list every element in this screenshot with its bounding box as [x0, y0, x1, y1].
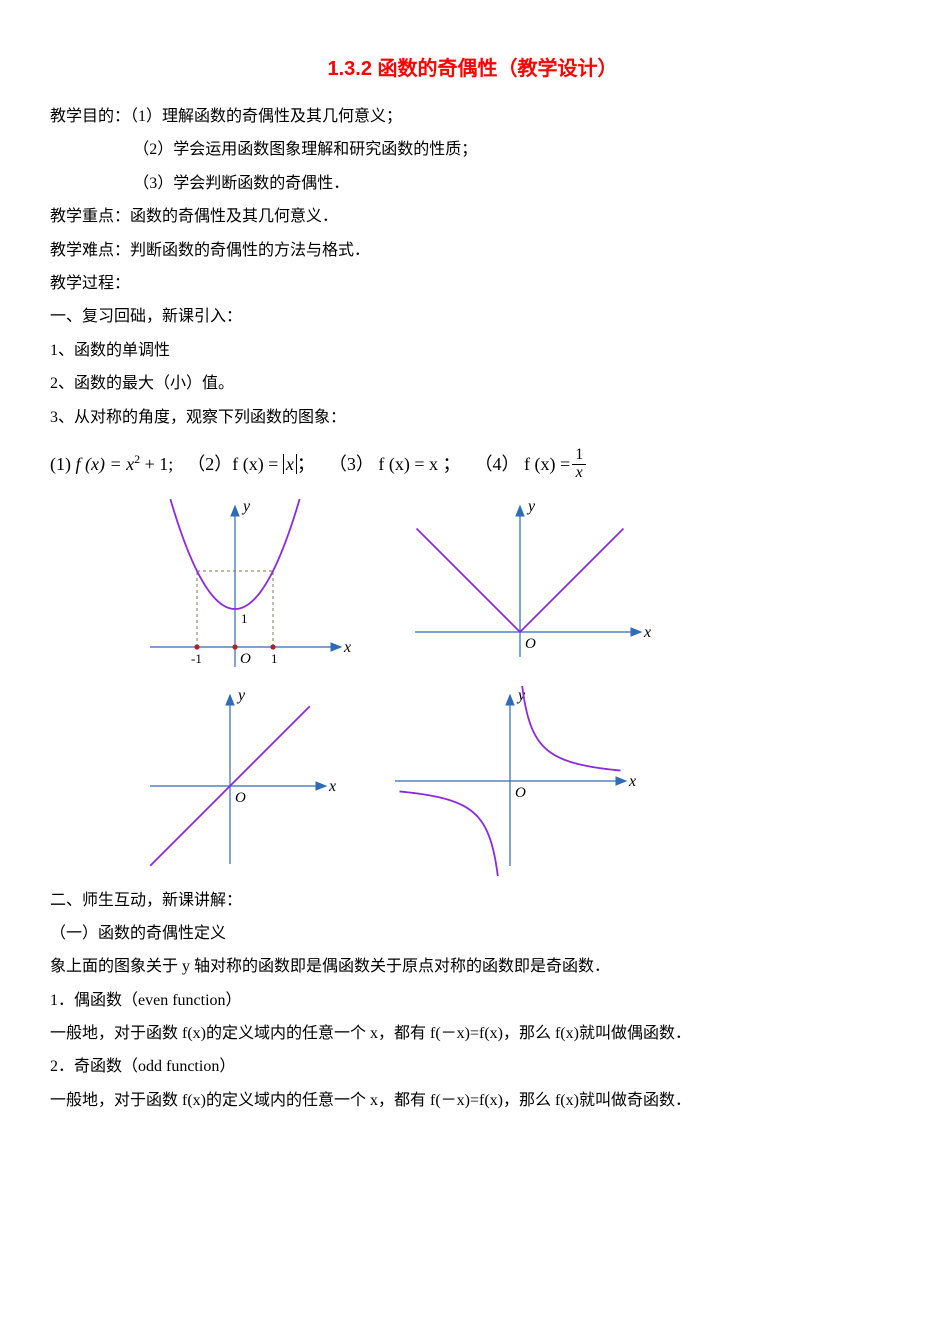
formula-1-body: f (x) = x — [76, 454, 135, 474]
goal-1: （1）理解函数的奇偶性及其几何意义； — [130, 108, 402, 125]
formula-1-tail: + 1; — [140, 454, 173, 474]
svg-text:-1: -1 — [191, 651, 202, 666]
para-a: 象上面的图象关于 y 轴对称的函数即是偶函数关于原点对称的函数即是奇函数． — [50, 952, 895, 982]
section1-item-3: 3、从对称的角度，观察下列函数的图象： — [50, 403, 895, 433]
svg-text:y: y — [236, 687, 246, 704]
process: 教学过程： — [50, 269, 895, 299]
formula-line: (1) f (x) = x2 + 1; （2）f (x) = x； （3） f … — [50, 447, 895, 482]
chart-abs: x y O — [400, 492, 660, 682]
formula-4-num: 1 — [572, 447, 586, 465]
chart-linear: x y O — [130, 686, 340, 876]
section1-item-1: 1、函数的单调性 — [50, 336, 895, 366]
svg-text:y: y — [526, 498, 536, 515]
odd-title: 2．奇函数（odd function） — [50, 1052, 895, 1082]
formula-3: （3） f (x) = x ； — [329, 447, 461, 481]
formula-2-prefix: （2）f (x) = — [187, 454, 283, 474]
even-def: 一般地，对于函数 f(x)的定义域内的任意一个 x，都有 f(－x)=f(x)，… — [50, 1019, 895, 1049]
goals-line-1: 教学目的：（1）理解函数的奇偶性及其几何意义； — [50, 102, 895, 132]
chart-parabola: x y O -1 1 1 — [130, 492, 360, 682]
svg-text:1: 1 — [241, 611, 248, 626]
svg-text:x: x — [628, 773, 636, 790]
svg-text:x: x — [328, 778, 336, 795]
goal-2: （2）学会运用函数图象理解和研究函数的性质； — [50, 135, 895, 165]
section1-title: 一、复习回础，新课引入： — [50, 302, 895, 332]
odd-def: 一般地，对于函数 f(x)的定义域内的任意一个 x，都有 f(－x)=f(x)，… — [50, 1086, 895, 1116]
chart-recip: xyO — [380, 686, 640, 876]
svg-text:1: 1 — [271, 651, 278, 666]
section1-item-2: 2、函数的最大（小）值。 — [50, 369, 895, 399]
page-title: 1.3.2 函数的奇偶性（教学设计） — [50, 50, 895, 88]
formula-4-prefix: （4） f (x) = — [475, 447, 571, 481]
even-title: 1．偶函数（even function） — [50, 986, 895, 1016]
svg-text:x: x — [343, 639, 351, 656]
formula-4-den: x — [573, 465, 586, 482]
svg-text:O: O — [515, 785, 526, 801]
svg-text:O: O — [240, 651, 251, 667]
goals-label: 教学目的： — [50, 108, 130, 125]
svg-text:O: O — [525, 636, 536, 652]
section2-title: 二、师生互动，新课讲解： — [50, 886, 895, 916]
svg-text:x: x — [643, 624, 651, 641]
subsection-a: （一）函数的奇偶性定义 — [50, 919, 895, 949]
difficulty: 教学难点：判断函数的奇偶性的方法与格式． — [50, 236, 895, 266]
formula-4-frac: 1 x — [572, 447, 586, 482]
formula-2-tail: ； — [297, 454, 315, 474]
formula-2-abs: x — [283, 454, 297, 474]
svg-text:O: O — [235, 790, 246, 806]
charts-container: x y O -1 1 1 x y O x y O x y O — [130, 492, 895, 876]
keypoint: 教学重点：函数的奇偶性及其几何意义． — [50, 202, 895, 232]
goal-3: （3）学会判断函数的奇偶性． — [50, 169, 895, 199]
svg-text:y: y — [241, 498, 251, 515]
formula-1-prefix: (1) — [50, 454, 71, 474]
